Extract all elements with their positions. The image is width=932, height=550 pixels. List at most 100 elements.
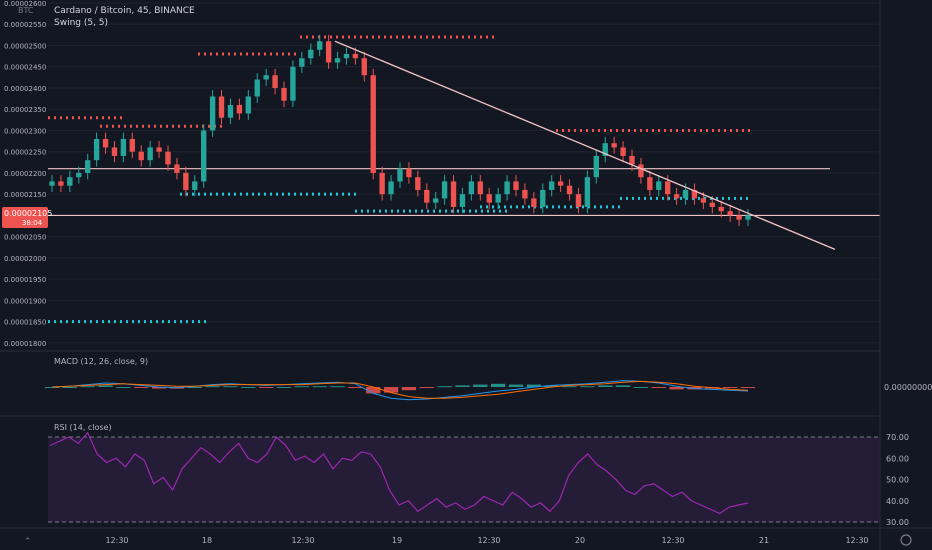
candle (49, 181, 55, 186)
macd-bar (562, 386, 577, 388)
candle (513, 181, 519, 190)
candle (468, 181, 475, 195)
x-tick-label: 18 (202, 536, 212, 545)
candle (486, 194, 492, 203)
candle (504, 181, 510, 195)
candle (281, 87, 287, 101)
candle (638, 164, 644, 178)
macd-bar (330, 386, 345, 388)
macd-bar (526, 384, 541, 387)
macd-bar (134, 387, 149, 388)
macd-bar (312, 386, 327, 388)
candle (593, 155, 599, 178)
candle (245, 96, 251, 114)
rsi-axis: 70.00 60.00 50.00 40.00 30.00 (886, 433, 909, 527)
macd-label: MACD (12, 26, close, 9) (54, 357, 148, 366)
candle (263, 75, 269, 80)
macd-bar (651, 387, 666, 388)
settings-gear-icon[interactable] (900, 534, 912, 546)
macd-bar (598, 385, 613, 387)
candle (665, 181, 671, 195)
macd-bar (80, 386, 95, 388)
candle (424, 189, 430, 203)
y-tick-label: 0.00001950 (4, 276, 46, 284)
candle (138, 151, 144, 161)
trendline[interactable] (334, 40, 836, 251)
rsi-line (49, 431, 749, 515)
macd-bar (116, 387, 131, 388)
candle (575, 194, 582, 207)
macd-bar (401, 387, 417, 391)
candle (415, 177, 421, 190)
candle (540, 189, 546, 207)
macd-bar (223, 386, 238, 388)
rsi-label: RSI (14, close) (54, 423, 112, 432)
candle (218, 96, 225, 118)
time-axis[interactable]: 12:30 18 12:30 19 12:30 20 12:30 21 12:30 (105, 536, 868, 545)
x-tick-label: 12:30 (661, 536, 684, 545)
x-tick-label: 12:30 (845, 536, 868, 545)
chevron-left-icon[interactable]: ⌃ (24, 537, 32, 547)
candle (272, 75, 278, 88)
y-tick-label: 0.00002150 (4, 191, 46, 199)
macd-bar (419, 387, 434, 388)
candle (317, 41, 323, 50)
candle (352, 53, 359, 59)
candle (629, 155, 635, 165)
candle (67, 177, 73, 186)
candle (602, 143, 608, 156)
candle (165, 151, 171, 165)
y-tick-label: 0.00002400 (4, 85, 46, 93)
macd-bar (187, 387, 202, 388)
candle (379, 172, 385, 195)
candle (656, 181, 662, 190)
y-tick-label: 0.00002350 (4, 106, 46, 114)
rsi-tick-label: 60.00 (886, 454, 909, 463)
candle (209, 96, 216, 131)
rsi-tick-label: 30.00 (886, 518, 909, 527)
macd-bar (633, 387, 649, 388)
macd-bar (723, 387, 738, 388)
rsi-tick-label: 70.00 (886, 433, 909, 442)
countdown: 38:04 (22, 219, 43, 227)
macd-bar (276, 387, 292, 388)
candle (397, 168, 403, 182)
candle (495, 194, 501, 203)
macd-bar (669, 387, 684, 390)
macd-bar (259, 387, 274, 388)
candle (254, 79, 260, 97)
candle (647, 177, 653, 190)
candle (129, 138, 135, 152)
candle (566, 185, 573, 195)
indicator-label: Swing (5, 5) (54, 18, 108, 28)
macd-bar (740, 387, 756, 388)
candle (192, 181, 198, 190)
candle (700, 198, 707, 203)
candle (611, 143, 617, 148)
candle (156, 147, 162, 152)
y-tick-label: 0.00002300 (4, 127, 46, 135)
macd-bar (473, 384, 488, 387)
macd-bar (62, 387, 77, 388)
candle (709, 202, 715, 207)
candle (531, 198, 537, 207)
candle (85, 160, 91, 173)
y-tick-label: 0.00002200 (4, 170, 46, 178)
y-tick-label: 0.00002250 (4, 149, 46, 157)
macd-bar (294, 386, 309, 388)
candle (58, 181, 64, 186)
candle (227, 104, 234, 118)
macd-bar (580, 386, 595, 388)
candle (388, 181, 394, 195)
macd-bar (437, 386, 452, 388)
candle (441, 181, 448, 199)
macd-bar (151, 387, 167, 389)
swing-levels (48, 35, 750, 324)
rsi-tick-label: 40.00 (886, 497, 909, 506)
price-axis[interactable]: 0.00002600 0.00002550 0.00002500 0.00002450… (4, 0, 46, 348)
candle (673, 194, 680, 199)
candle (727, 211, 733, 216)
candle (147, 147, 153, 161)
macd-bar (44, 387, 60, 388)
